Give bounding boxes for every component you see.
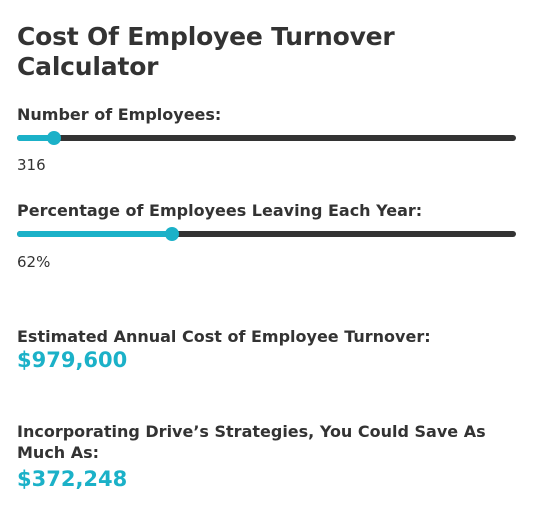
employees-value: 316 [17,156,46,174]
leaving-percentage-value: 62% [17,253,51,271]
annual-cost-value: $979,600 [17,348,128,372]
savings-value: $372,248 [17,467,128,491]
employees-slider[interactable] [17,128,516,148]
slider-track[interactable] [17,231,516,237]
leaving-percentage-label: Percentage of Employees Leaving Each Yea… [17,201,423,220]
savings-label: Incorporating Drive’s Strategies, You Co… [17,422,486,462]
slider-fill [17,135,55,141]
slider-handle[interactable] [164,227,179,241]
slider-handle[interactable] [47,131,62,145]
page-title: Cost Of Employee Turnover Calculator [17,22,395,81]
leaving-percentage-slider[interactable] [17,224,516,244]
annual-cost-label: Estimated Annual Cost of Employee Turnov… [17,327,431,346]
slider-fill [17,231,172,237]
employees-label: Number of Employees: [17,105,222,124]
slider-track[interactable] [17,135,516,141]
